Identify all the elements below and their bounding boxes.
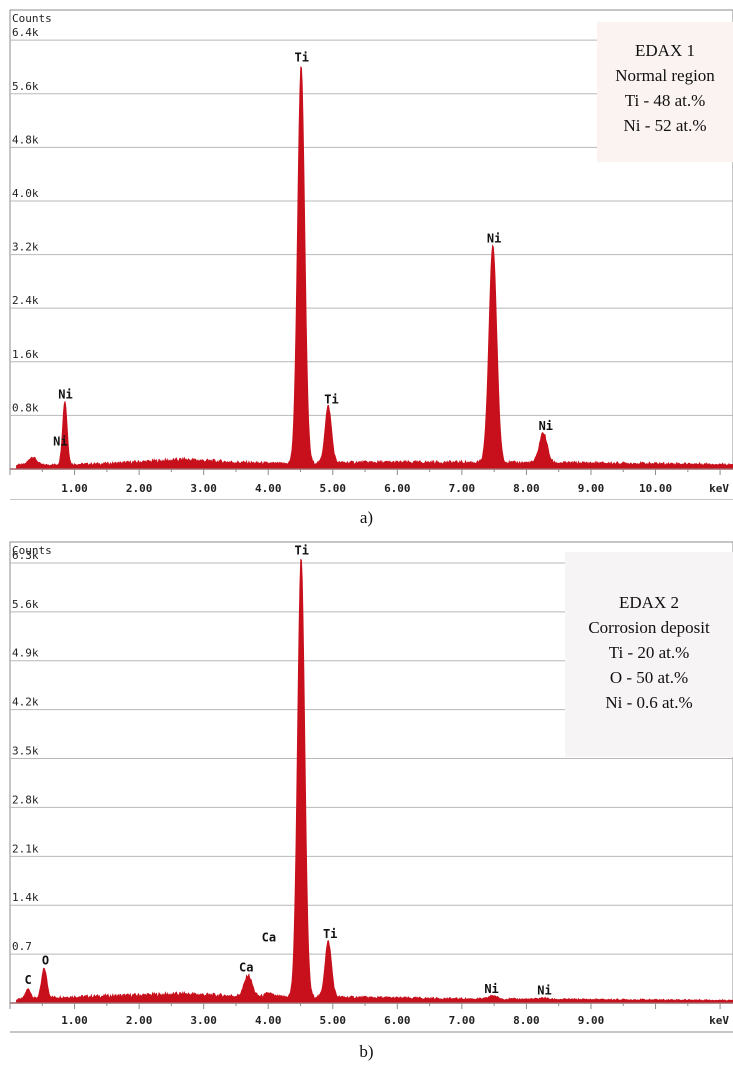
info-line: Ti - 48 at.% [624, 91, 706, 110]
peak-label: Ti [323, 927, 337, 941]
peak-label: Ca [262, 931, 276, 945]
peak-label: Ni [53, 435, 67, 449]
x-unit-label: keV [709, 1014, 729, 1027]
info-line: Corrosion deposit [588, 618, 710, 637]
info-line: EDAX 1 [635, 41, 695, 60]
peak-label: Ni [539, 419, 553, 433]
y-tick-label: 5.6k [12, 598, 39, 611]
x-tick-label: 7.00 [449, 1014, 476, 1027]
info-line: Ti - 20 at.% [608, 643, 690, 662]
x-tick-label: 2.00 [126, 1014, 153, 1027]
peak-label: Ni [537, 984, 551, 998]
x-unit-label: keV [709, 482, 729, 495]
y-tick-label: 1.6k [12, 348, 39, 361]
y-tick-label: 2.8k [12, 793, 39, 806]
y-tick-label: 4.0k [12, 187, 39, 200]
x-tick-label: 6.00 [384, 482, 411, 495]
peak-label: Ti [295, 51, 309, 65]
y-tick-label: 2.4k [12, 294, 39, 307]
info-line: Ni - 52 at.% [623, 116, 707, 135]
y-tick-label: 3.2k [12, 241, 39, 254]
peak-label: C [24, 973, 31, 987]
x-tick-label: 8.00 [513, 482, 540, 495]
info-line: EDAX 2 [619, 593, 679, 612]
x-tick-label: 4.00 [255, 482, 282, 495]
x-tick-label: 3.00 [190, 1014, 217, 1027]
x-tick-label: 6.00 [384, 1014, 411, 1027]
y-tick-label: 5.6k [12, 80, 39, 93]
y-tick-label: 1.4k [12, 891, 39, 904]
spectrum-area [16, 66, 733, 470]
peak-label: Ti [295, 544, 309, 558]
x-tick-label: 5.00 [320, 482, 347, 495]
info-box-a: EDAX 1 Normal region Ti - 48 at.% Ni - 5… [597, 22, 733, 162]
x-tick-label: 10.00 [639, 482, 672, 495]
y-tick-label: 4.8k [12, 133, 39, 146]
y-tick-label: 0.8k [12, 401, 39, 414]
peak-label: Ca [239, 961, 253, 975]
x-tick-label: 2.00 [126, 482, 153, 495]
y-tick-label: 0.7 [12, 940, 32, 953]
x-tick-label: 1.00 [61, 482, 88, 495]
x-tick-label: 1.00 [61, 1014, 88, 1027]
y-tick-label: 4.9k [12, 647, 39, 660]
peak-label: Ni [487, 232, 501, 246]
y-axis-title: Counts [12, 544, 52, 557]
spectrum-panel-a: 0.8k 1.6k 2.4k 3.2k 4.0k 4.8k 5.6k 6.4k Counts 1.… [0, 0, 733, 530]
x-tick-label: 5.00 [320, 1014, 347, 1027]
info-line: O - 50 at.% [609, 668, 689, 687]
spectrum-panel-b: 0.7 1.4k 2.1k 2.8k 3.5k 4.2k 4.9k 5.6k 6.3k Count… [0, 532, 733, 1068]
panel-label-a: a) [359, 508, 374, 527]
info-line: Ni - 0.6 at.% [605, 693, 693, 712]
panel-label-b: b) [359, 1042, 374, 1061]
peak-label: O [42, 954, 49, 968]
x-tick-label: 3.00 [190, 482, 217, 495]
x-tick-label: 4.00 [255, 1014, 282, 1027]
y-tick-label: 2.1k [12, 842, 39, 855]
peak-label: Ni [58, 388, 72, 402]
y-tick-label: 4.2k [12, 696, 39, 709]
x-tick-label: 8.00 [513, 1014, 540, 1027]
y-axis-title: Counts [12, 12, 52, 25]
spectrum-area [16, 558, 733, 1004]
peak-label: Ti [324, 392, 338, 406]
y-tick-label: 3.5k [12, 745, 39, 758]
y-tick-label: 6.4k [12, 26, 39, 39]
peak-label: Ni [484, 982, 498, 996]
x-tick-label: 7.00 [449, 482, 476, 495]
y-tick-label: 6.3k [12, 549, 39, 562]
x-tick-label: 9.00 [578, 482, 605, 495]
info-line: Normal region [615, 66, 715, 85]
info-box-b: EDAX 2 Corrosion deposit Ti - 20 at.% O … [565, 552, 733, 757]
x-tick-label: 9.00 [578, 1014, 605, 1027]
